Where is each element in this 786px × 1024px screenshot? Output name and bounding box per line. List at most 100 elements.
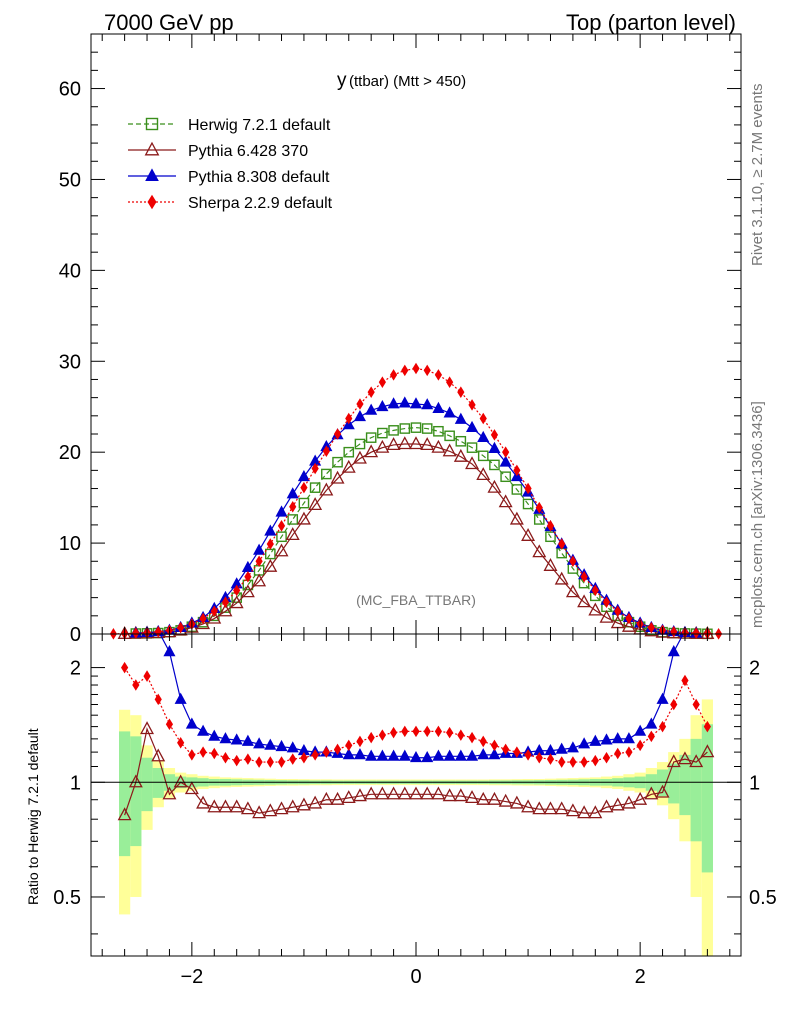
ratio-point (277, 756, 286, 768)
ratio-point (498, 793, 513, 807)
data-point (502, 446, 510, 458)
data-point (434, 369, 443, 381)
data-point (457, 386, 465, 398)
ratio-point (555, 742, 568, 754)
data-point (218, 603, 233, 617)
data-point (253, 543, 266, 555)
data-point (533, 514, 545, 525)
data-point (421, 398, 434, 410)
data-point (465, 420, 479, 433)
ratio-point (558, 756, 566, 768)
ratio-point (625, 746, 633, 758)
data-point (621, 618, 636, 632)
plot-title-main: y (337, 70, 347, 91)
data-point (625, 612, 633, 625)
ratio-y-tick-label-right: 0.5 (749, 887, 777, 909)
ratio-point (465, 749, 479, 761)
band-inner (701, 724, 713, 873)
data-point (330, 470, 345, 484)
data-point (332, 456, 343, 468)
ratio-point (577, 805, 592, 819)
data-point (375, 439, 390, 453)
ratio-point (479, 735, 487, 748)
ratio-point (622, 732, 635, 744)
data-point (277, 520, 286, 532)
data-point (477, 430, 490, 443)
ratio-point (174, 692, 187, 704)
ratio-point (255, 756, 263, 768)
data-point (210, 605, 218, 618)
data-point (322, 445, 330, 458)
data-point (244, 570, 252, 583)
ratio-point (645, 717, 658, 729)
ratio-point (154, 693, 162, 706)
ratio-point (543, 801, 558, 815)
band-inner (141, 757, 153, 812)
header-left: 7000 GeV pp (104, 10, 234, 35)
ratio-point (588, 805, 603, 819)
legend-label-2: Pythia 8.308 default (188, 169, 330, 186)
ratio-point (387, 749, 400, 761)
data-point (386, 437, 401, 451)
data-point (479, 412, 487, 425)
ratio-point (185, 717, 198, 729)
ratio-point (524, 749, 532, 761)
ratio-point (401, 725, 409, 738)
data-point (455, 435, 467, 447)
data-point (319, 482, 334, 496)
x-tick-label: 0 (410, 966, 421, 988)
ratio-point (218, 799, 233, 813)
data-point (602, 596, 611, 608)
ratio-point (681, 674, 689, 687)
data-point (591, 584, 599, 597)
data-point (420, 437, 435, 451)
band-inner (679, 754, 691, 816)
ratio-point (488, 748, 501, 760)
data-point (297, 469, 310, 482)
header-right: Top (parton level) (566, 10, 736, 35)
data-point (580, 570, 588, 583)
data-point (487, 479, 502, 493)
data-point (565, 584, 580, 598)
ratio-point (151, 748, 166, 762)
ratio-point (703, 720, 711, 733)
data-point (453, 448, 468, 462)
ratio-point (197, 724, 210, 736)
ratio-point (677, 751, 692, 765)
data-point (476, 467, 491, 481)
ratio-point (546, 753, 555, 765)
data-point (569, 555, 577, 568)
ratio-point (599, 799, 614, 813)
ratio-y-tick-label: 2 (70, 658, 81, 680)
ratio-point (253, 737, 266, 749)
y-tick-label: 30 (59, 351, 81, 373)
data-point (233, 584, 241, 597)
ratio-point (432, 749, 445, 761)
ratio-point (240, 801, 255, 815)
data-point (286, 487, 299, 499)
ratio-point (656, 692, 669, 704)
ratio-point (353, 748, 367, 760)
ratio-point (386, 786, 401, 800)
ratio-point (177, 736, 185, 749)
data-point (554, 571, 569, 585)
ratio-point (670, 698, 678, 711)
y-tick-label: 0 (70, 624, 81, 646)
ratio-point (322, 746, 330, 758)
ratio-point (229, 799, 244, 813)
ratio-point (252, 805, 267, 819)
ratio-point (165, 718, 174, 731)
band-inner (656, 769, 669, 797)
ratio-point (121, 661, 129, 674)
data-point (378, 376, 386, 388)
ratio-point (162, 786, 177, 800)
ratio-point (163, 645, 176, 657)
data-point (177, 621, 185, 634)
band-inner (152, 768, 164, 798)
data-point (558, 538, 566, 550)
data-point (367, 386, 375, 398)
data-point (241, 560, 254, 573)
ratio-point (509, 795, 524, 809)
band-inner (668, 763, 680, 804)
